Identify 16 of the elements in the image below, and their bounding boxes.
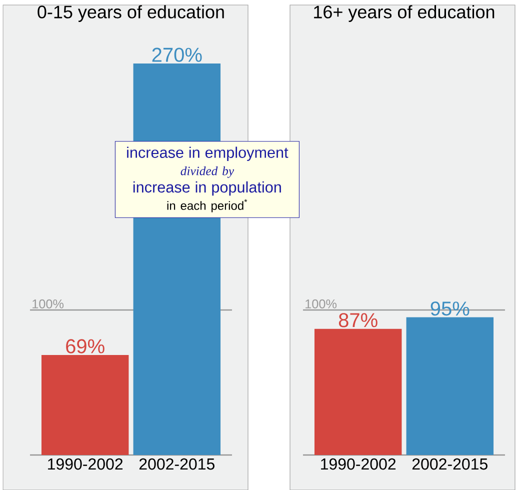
x-tick-label: 2002-2015 [412,458,488,470]
x-tick-label: 2002-2015 [139,458,214,470]
annotation: divided by [180,166,234,178]
ref-line-label: 100% [306,299,337,308]
data-label: 95% [430,301,470,316]
x-tick-label: 1990-2002 [48,458,123,470]
chart-title: 0-15 years of education [38,5,224,22]
annotation: in each period$^{*}$ [167,199,248,212]
chart-title: 16+ years of education [314,5,494,22]
data-label: 87% [338,313,378,328]
x-tick-label: 1990-2002 [321,458,396,470]
annotation: increase in population [133,181,281,196]
ref-line-label: 100% [32,299,64,308]
data-label: 270% [152,48,202,62]
data-label: 69% [66,339,104,354]
annotation: increase in employment [127,146,288,161]
